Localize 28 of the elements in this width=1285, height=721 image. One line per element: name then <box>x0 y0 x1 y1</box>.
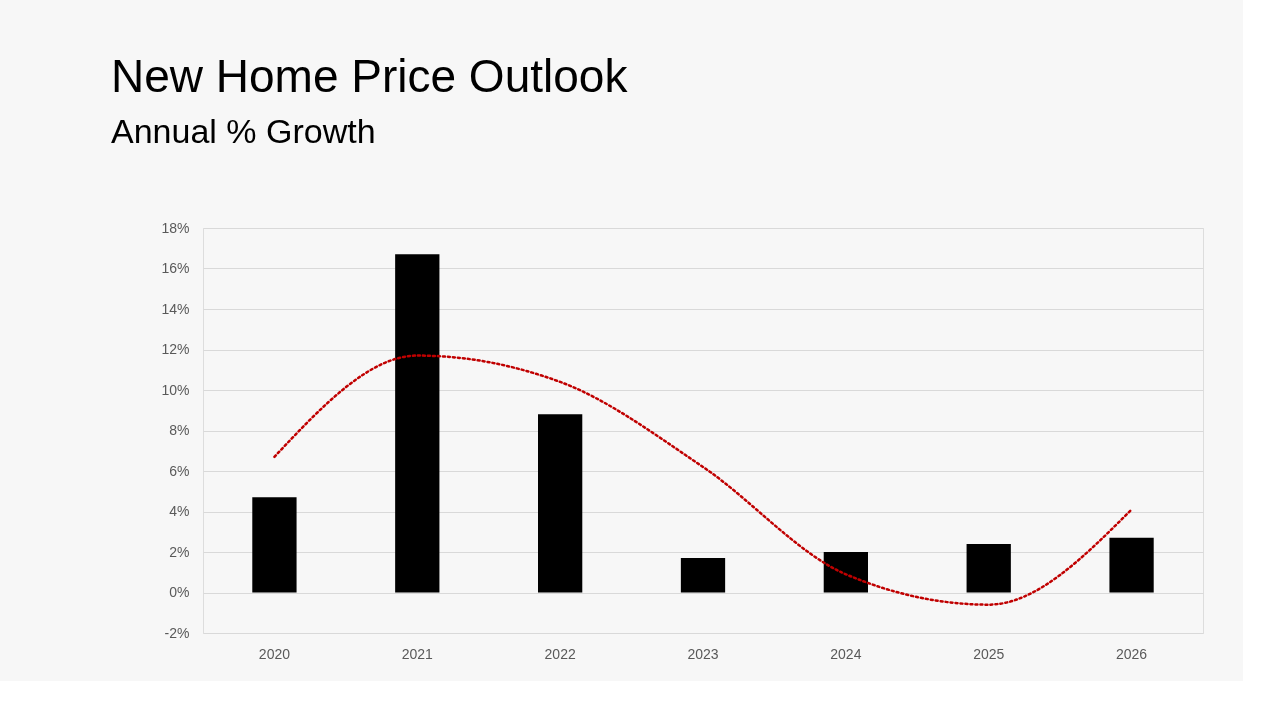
y-tick-label: 10% <box>161 381 190 398</box>
bar <box>395 254 440 593</box>
y-tick-label: -2% <box>164 624 190 641</box>
y-tick-label: 8% <box>169 422 190 438</box>
y-tick-label: 0% <box>169 584 190 600</box>
y-tick-label: 4% <box>169 503 190 519</box>
x-tick-label: 2023 <box>687 645 719 662</box>
bar <box>1109 537 1154 593</box>
y-tick-label: 6% <box>169 462 190 479</box>
y-tick-label: 2% <box>169 543 190 560</box>
x-tick-label: 2022 <box>544 645 576 662</box>
x-tick-label: 2020 <box>258 645 291 662</box>
x-tick-label: 2021 <box>401 645 434 662</box>
y-tick-label: 12% <box>161 341 190 357</box>
chart-title: New Home Price Outlook <box>110 50 629 102</box>
x-tick-label: 2026 <box>1115 645 1148 662</box>
y-tick-label: 14% <box>161 300 190 317</box>
bar <box>966 543 1011 593</box>
y-tick-label: 18% <box>161 219 190 236</box>
bar <box>680 558 726 593</box>
bar <box>538 414 583 593</box>
chart-subtitle: Annual % Growth <box>110 112 376 150</box>
bar <box>252 497 297 593</box>
bar <box>823 552 868 593</box>
x-tick-label: 2024 <box>830 645 862 662</box>
line-series <box>273 354 1133 606</box>
y-tick-label: 16% <box>161 260 190 276</box>
x-tick-label: 2025 <box>973 645 1005 662</box>
